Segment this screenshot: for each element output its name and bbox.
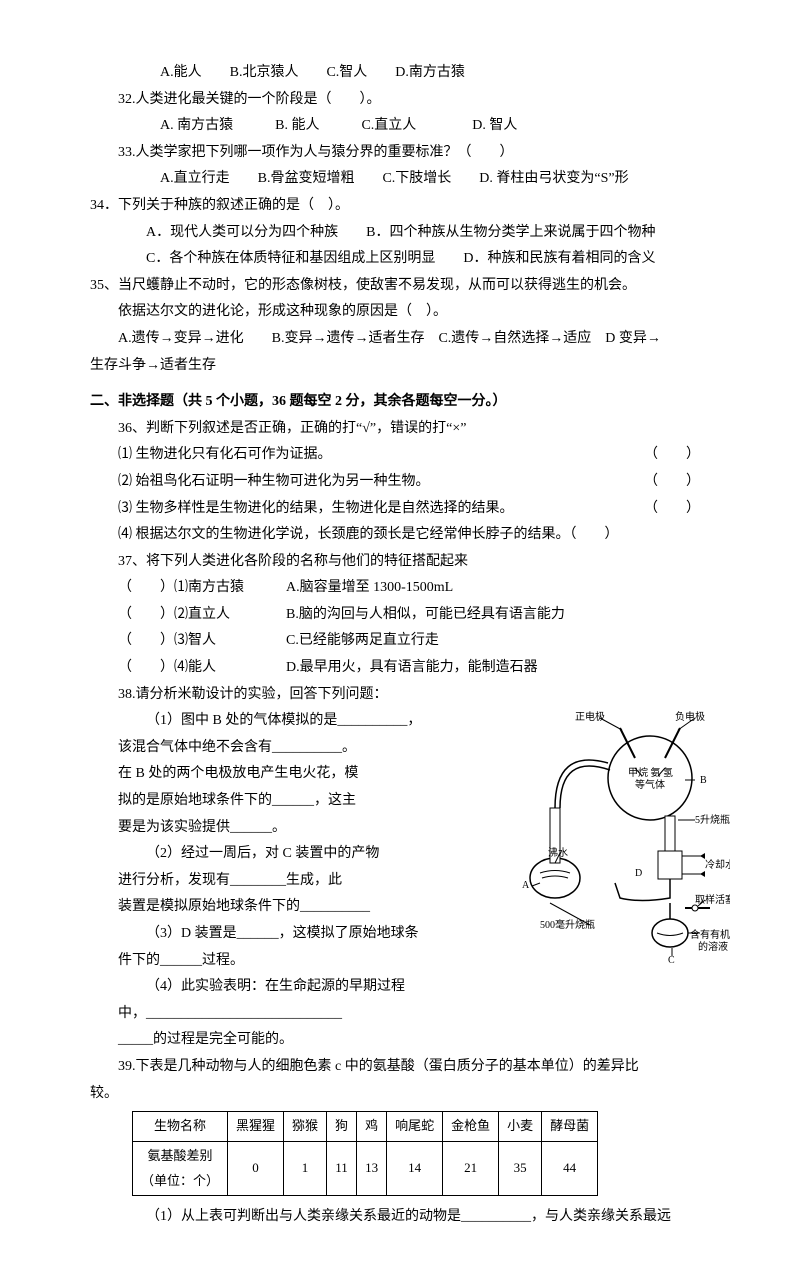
q35-opts2: 生存斗争→适者生存	[90, 353, 730, 380]
q36-stem: 36、判断下列叙述是否正确，正确的打“√”，错误的打“×”	[90, 416, 730, 443]
q38-l10: 件下的______过程。	[90, 948, 494, 975]
q37-r4-l: （ ）⑷能人	[118, 655, 286, 682]
th-4: 鸡	[357, 1112, 387, 1142]
q39-stem2: 较。	[90, 1081, 730, 1108]
th-8: 酵母菌	[542, 1112, 598, 1142]
q38-stem: 38.请分析米勒设计的实验，回答下列问题：	[90, 682, 730, 709]
q37-r4: （ ）⑷能人D.最早用火，具有语言能力，能制造石器	[90, 655, 730, 682]
q38-l11: （4）此实验表明：在生命起源的早期过程	[90, 974, 494, 1001]
q39-table: 生物名称 黑猩猩 猕猴 狗 鸡 响尾蛇 金枪鱼 小麦 酵母菌 氨基酸差别 （单位…	[132, 1111, 598, 1196]
miller-diagram: 正电极 负电极 甲烷 氨 氢 等气体 B 5升烧瓶 冷却水 D 沸水 A 500…	[494, 708, 730, 1054]
q36-s3-blank: （ ）	[644, 496, 730, 523]
td-0: 0	[228, 1141, 284, 1195]
q36-s1-blank: （ ）	[644, 442, 730, 469]
q37-r2: （ ）⑵直立人B.脑的沟回与人相似，可能已经具有语言能力	[90, 602, 730, 629]
svg-pos: 正电极	[575, 710, 605, 723]
q37-r3: （ ）⑶智人C.已经能够两足直立行走	[90, 628, 730, 655]
q34-optCD: C．各个种族在体质特征和基因组成上区别明显 D．种族和民族有着相同的含义	[90, 246, 730, 273]
th-5: 响尾蛇	[387, 1112, 443, 1142]
q38-l8: 装置是模拟原始地球条件下的__________	[90, 894, 494, 921]
svg-b: B	[700, 775, 707, 786]
q38-l12: 中，____________________________	[90, 1001, 494, 1028]
svg-a: A	[522, 880, 530, 891]
q37-r4-r: D.最早用火，具有语言能力，能制造石器	[286, 660, 538, 675]
q36-s2-blank: （ ）	[644, 469, 730, 496]
q38-l3: 在 B 处的两个电极放电产生电火花，模	[90, 761, 494, 788]
q32-stem: 32.人类进化最关键的一个阶段是（ ）。	[90, 87, 730, 114]
row-label: 氨基酸差别 （单位：个）	[133, 1141, 228, 1195]
q37-r1-l: （ ）⑴南方古猿	[118, 575, 286, 602]
q38-l13: _____的过程是完全可能的。	[90, 1027, 494, 1054]
td-7: 44	[542, 1141, 598, 1195]
q38-l7: 进行分析，发现有________生成，此	[90, 868, 494, 895]
svg-500: 500毫升烧瓶	[540, 918, 595, 931]
q37-r2-l: （ ）⑵直立人	[118, 602, 286, 629]
th-6: 金枪鱼	[443, 1112, 499, 1142]
q36-s2: ⑵ 始祖鸟化石证明一种生物可进化为另一种生物。	[90, 469, 644, 496]
q34-stem: 34．下列关于种族的叙述正确的是（ ）。	[90, 193, 730, 220]
q38-l2: 该混合气体中绝不会含有__________。	[90, 735, 494, 762]
q37-r2-r: B.脑的沟回与人相似，可能已经具有语言能力	[286, 607, 565, 622]
svg-cool: 冷却水	[705, 858, 730, 871]
table-header-row: 生物名称 黑猩猩 猕猴 狗 鸡 响尾蛇 金枪鱼 小麦 酵母菌	[133, 1112, 598, 1142]
td-6: 35	[499, 1141, 542, 1195]
q32-opts: A. 南方古猿 B. 能人 C.直立人 D. 智人	[90, 113, 730, 140]
q39-stem1: 39.下表是几种动物与人的细胞色素 c 中的氨基酸（蛋白质分子的基本单位）的差异…	[90, 1054, 730, 1081]
td-3: 13	[357, 1141, 387, 1195]
q33-stem: 33.人类学家把下列哪一项作为人与猿分界的重要标准？（ ）	[90, 140, 730, 167]
q37-r3-l: （ ）⑶智人	[118, 628, 286, 655]
svg-five: 5升烧瓶	[695, 813, 730, 826]
q35-stem1: 35、当尺蠖静止不动时，它的形态像树枝，使敌害不易发现，从而可以获得逃生的机会。	[90, 273, 730, 300]
th-7: 小麦	[499, 1112, 542, 1142]
q37-r1: （ ）⑴南方古猿A.脑容量增至 1300-1500mL	[90, 575, 730, 602]
q38-l4: 拟的是原始地球条件下的______，这主	[90, 788, 494, 815]
q34-optAB: A．现代人类可以分为四个种族 B．四个种族从生物分类学上来说属于四个物种	[90, 220, 730, 247]
q35-opts1: A.遗传→变异→进化 B.变异→遗传→适者生存 C.遗传→自然选择→适应 D 变…	[90, 326, 730, 353]
q36-s4: ⑷ 根据达尔文的生物进化学说，长颈鹿的颈长是它经常伸长脖子的结果。（ ）	[90, 522, 730, 549]
q38-l9: （3）D 装置是______，这模拟了原始地球条	[90, 921, 494, 948]
q39-q1: （1）从上表可判断出与人类亲缘关系最近的动物是__________，与人类亲缘关…	[90, 1204, 730, 1231]
q37-r3-r: C.已经能够两足直立行走	[286, 633, 439, 648]
q31-opts: A.能人 B.北京猿人 C.智人 D.南方古猿	[90, 60, 730, 87]
section2-title: 二、非选择题（共 5 个小题，36 题每空 2 分，其余各题每空一分。）	[90, 389, 730, 416]
th-0: 生物名称	[133, 1112, 228, 1142]
q36-s3: ⑶ 生物多样性是生物进化的结果，生物进化是自然选择的结果。	[90, 496, 644, 523]
q36-s1: ⑴ 生物进化只有化石可作为证据。	[90, 442, 644, 469]
q38-l1: （1）图中 B 处的气体模拟的是__________，	[90, 708, 494, 735]
th-2: 猕猴	[284, 1112, 327, 1142]
q38-l5: 要是为该实验提供______。	[90, 815, 494, 842]
q37-r1-r: A.脑容量增至 1300-1500mL	[286, 580, 453, 595]
td-2: 11	[327, 1141, 357, 1195]
q37-stem: 37、将下列人类进化各阶段的名称与他们的特征搭配起来	[90, 549, 730, 576]
th-1: 黑猩猩	[228, 1112, 284, 1142]
q33-opts: A.直立行走 B.骨盆变短增粗 C.下肢增长 D. 脊柱由弓状变为“S”形	[90, 166, 730, 193]
th-3: 狗	[327, 1112, 357, 1142]
td-5: 21	[443, 1141, 499, 1195]
td-1: 1	[284, 1141, 327, 1195]
table-data-row: 氨基酸差别 （单位：个） 0 1 11 13 14 21 35 44	[133, 1141, 598, 1195]
q35-stem2: 依据达尔文的进化论，形成这种现象的原因是（ ）。	[90, 299, 730, 326]
svg-d: D	[635, 868, 642, 879]
q38-l6: （2）经过一周后，对 C 装置中的产物	[90, 841, 494, 868]
td-4: 14	[387, 1141, 443, 1195]
svg-c: C	[668, 955, 675, 966]
